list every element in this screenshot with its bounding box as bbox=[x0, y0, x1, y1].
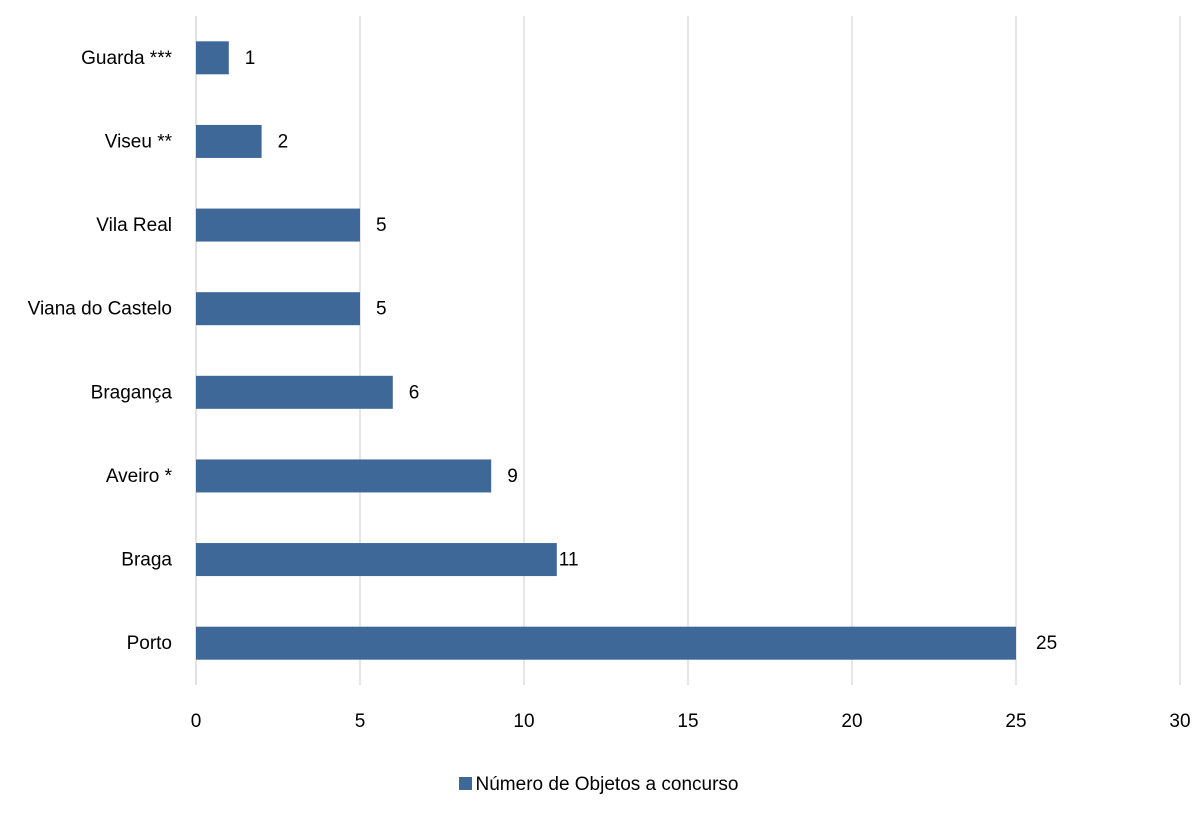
bar bbox=[196, 459, 492, 493]
grid-lines bbox=[195, 16, 1181, 685]
category-label: Vila Real bbox=[96, 215, 172, 236]
bar bbox=[196, 208, 360, 242]
data-label: 9 bbox=[507, 466, 518, 487]
bar bbox=[196, 124, 262, 158]
x-tick-label: 10 bbox=[513, 711, 534, 732]
category-label: Aveiro * bbox=[106, 466, 173, 487]
data-label: 6 bbox=[409, 382, 420, 403]
legend-label: Número de Objetos a concurso bbox=[475, 774, 739, 795]
bar bbox=[196, 543, 557, 577]
x-tick-label: 0 bbox=[191, 711, 202, 732]
bars bbox=[196, 41, 1016, 660]
data-label: 2 bbox=[278, 131, 289, 152]
category-label: Bragança bbox=[91, 382, 173, 403]
x-tick-label: 15 bbox=[677, 711, 698, 732]
data-label: 25 bbox=[1036, 633, 1057, 654]
x-tick-label: 30 bbox=[1169, 711, 1190, 732]
category-label: Guarda *** bbox=[81, 48, 172, 69]
category-label: Braga bbox=[121, 550, 172, 571]
legend: Número de Objetos a concurso bbox=[0, 774, 1197, 796]
bar bbox=[196, 292, 360, 326]
bar bbox=[196, 375, 393, 409]
bar bbox=[196, 626, 1016, 660]
category-label: Porto bbox=[127, 633, 172, 654]
data-label: 5 bbox=[376, 299, 387, 320]
legend-swatch bbox=[458, 777, 472, 790]
x-tick-label: 25 bbox=[1005, 711, 1026, 732]
x-tick-label: 5 bbox=[355, 711, 366, 732]
category-label: Viana do Castelo bbox=[28, 299, 172, 320]
category-labels: Guarda *** Viseu ** Vila Real Viana do Cast… bbox=[28, 48, 173, 654]
x-tick-labels: 0 5 10 15 20 25 30 bbox=[191, 711, 1191, 732]
data-label: 5 bbox=[376, 215, 387, 236]
x-tick-label: 20 bbox=[841, 711, 862, 732]
data-label: 1 bbox=[245, 48, 256, 69]
category-label: Viseu ** bbox=[105, 131, 173, 152]
data-label: 11 bbox=[559, 550, 579, 571]
bar bbox=[196, 41, 229, 75]
